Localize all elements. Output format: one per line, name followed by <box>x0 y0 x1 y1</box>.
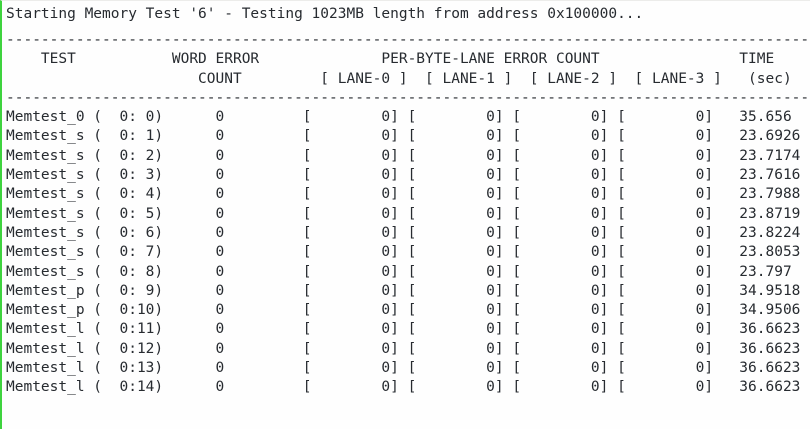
table-row: Memtest_s ( 0: 1) 0 [ 0] [ 0] [ 0] [ 0] … <box>6 128 801 145</box>
table-row: Memtest_s ( 0: 8) 0 [ 0] [ 0] [ 0] [ 0] … <box>6 263 792 280</box>
table-row: Memtest_s ( 0: 5) 0 [ 0] [ 0] [ 0] [ 0] … <box>6 205 801 222</box>
table-row: Memtest_l ( 0:13) 0 [ 0] [ 0] [ 0] [ 0] … <box>6 360 801 377</box>
table-header-row-1: TEST WORD ERROR PER-BYTE-LANE ERROR COUN… <box>6 51 775 68</box>
serial-console-output: Starting Memory Test '6' - Testing 1023M… <box>2 1 810 398</box>
table-row: Memtest_s ( 0: 7) 0 [ 0] [ 0] [ 0] [ 0] … <box>6 244 801 261</box>
table-row: Memtest_p ( 0: 9) 0 [ 0] [ 0] [ 0] [ 0] … <box>6 282 801 299</box>
table-row: Memtest_p ( 0:10) 0 [ 0] [ 0] [ 0] [ 0] … <box>6 302 801 319</box>
table-row: Memtest_l ( 0:14) 0 [ 0] [ 0] [ 0] [ 0] … <box>6 379 801 396</box>
table-row: Memtest_s ( 0: 6) 0 [ 0] [ 0] [ 0] [ 0] … <box>6 224 801 241</box>
table-row: Memtest_l ( 0:12) 0 [ 0] [ 0] [ 0] [ 0] … <box>6 340 801 357</box>
memtest-results-table: Memtest_0 ( 0: 0) 0 [ 0] [ 0] [ 0] [ 0] … <box>6 108 810 397</box>
table-row: Memtest_s ( 0: 2) 0 [ 0] [ 0] [ 0] [ 0] … <box>6 147 801 164</box>
table-row: Memtest_s ( 0: 4) 0 [ 0] [ 0] [ 0] [ 0] … <box>6 186 801 203</box>
table-row: Memtest_l ( 0:11) 0 [ 0] [ 0] [ 0] [ 0] … <box>6 321 801 338</box>
table-row: Memtest_s ( 0: 3) 0 [ 0] [ 0] [ 0] [ 0] … <box>6 167 801 184</box>
table-header-row-2: COUNT [ LANE-0 ] [ LANE-1 ] [ LANE-2 ] [… <box>6 70 792 87</box>
separator-line: ----------------------------------------… <box>6 89 810 106</box>
table-row: Memtest_0 ( 0: 0) 0 [ 0] [ 0] [ 0] [ 0] … <box>6 109 792 126</box>
separator-line: ----------------------------------------… <box>6 32 810 48</box>
memtest-title-line: Starting Memory Test '6' - Testing 1023M… <box>6 6 644 22</box>
